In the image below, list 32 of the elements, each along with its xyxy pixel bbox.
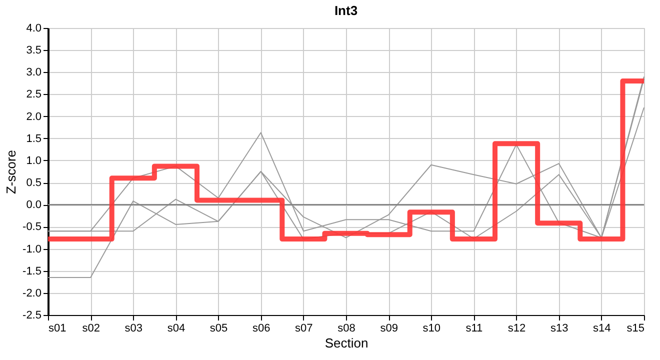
x-tick-label: s03 xyxy=(124,322,143,334)
x-tick-label: s14 xyxy=(593,322,611,334)
x-tick-label: s06 xyxy=(252,322,270,334)
y-tick-label: 0.0 xyxy=(26,199,42,212)
y-tick-label: 2.5 xyxy=(26,88,42,101)
x-tick-label: s15 xyxy=(626,322,644,334)
y-axis-title: Z-score xyxy=(4,150,19,194)
chart-title: Int3 xyxy=(334,3,358,18)
y-tick-label: -0.5 xyxy=(22,221,42,234)
x-tick-label: s08 xyxy=(338,322,356,334)
y-tick-label: 1.0 xyxy=(26,154,42,167)
y-tick-label: 4.0 xyxy=(26,22,42,34)
y-tick-label: -2.5 xyxy=(22,310,42,322)
x-tick-label: s01 xyxy=(48,322,66,334)
y-tick-label: 2.0 xyxy=(26,110,42,123)
x-tick-label: s09 xyxy=(380,322,398,334)
x-tick-label: s11 xyxy=(466,322,483,334)
y-tick-label: -2.0 xyxy=(22,287,42,300)
y-tick-label: 3.5 xyxy=(26,44,42,57)
x-tick-label: s05 xyxy=(210,322,228,334)
x-tick-label: s13 xyxy=(550,322,568,334)
y-tick-label: 3.0 xyxy=(26,66,42,79)
x-tick-label: s12 xyxy=(508,322,526,334)
x-tick-label: s04 xyxy=(167,322,186,334)
y-tick-label: 0.5 xyxy=(26,177,42,190)
y-tick-label: 1.5 xyxy=(26,132,42,145)
x-tick-label: s02 xyxy=(82,322,100,334)
x-tick-label: s10 xyxy=(422,322,441,334)
y-tick-label: -1.5 xyxy=(22,265,42,278)
y-tick-label: -1.0 xyxy=(22,243,42,256)
x-tick-label: s07 xyxy=(295,322,313,334)
x-axis-title: Section xyxy=(324,336,368,350)
